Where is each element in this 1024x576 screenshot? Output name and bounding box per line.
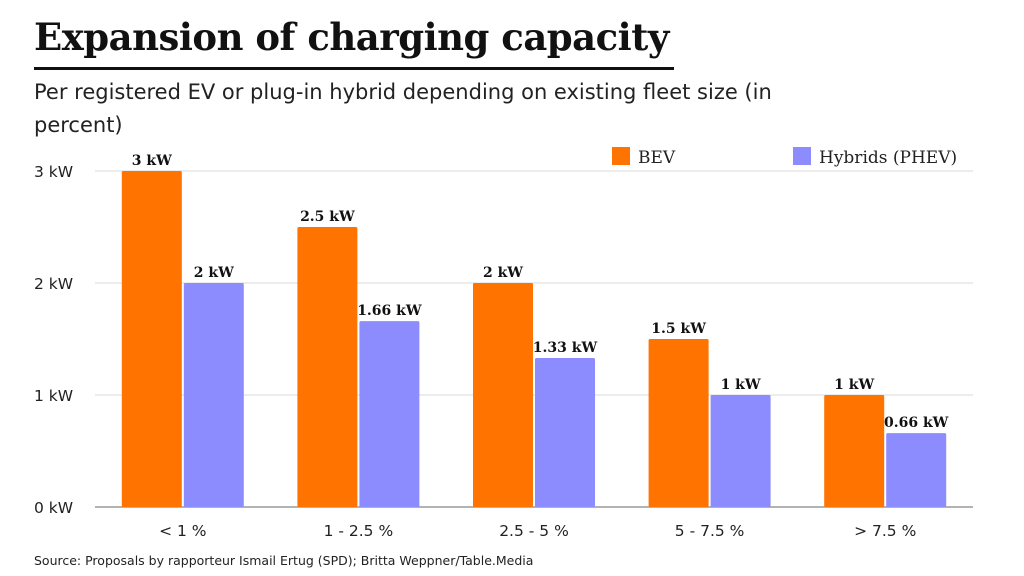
x-tick-label: 1 - 2.5 % (324, 522, 394, 540)
bar-phev (886, 433, 947, 507)
chart-title: Expansion of charging capacity (34, 15, 669, 59)
legend-swatch-bev (612, 147, 630, 165)
bar-label-bev: 2 kW (483, 265, 523, 281)
bar-label-bev: 3 kW (132, 153, 172, 169)
bar-phev (710, 395, 771, 507)
bar-label-bev: 2.5 kW (300, 209, 355, 225)
title-underline (34, 67, 674, 70)
source-note: Source: Proposals by rapporteur Ismail E… (34, 553, 534, 568)
bar-label-phev: 2 kW (194, 265, 234, 281)
bar-bev (824, 395, 885, 507)
x-tick-label: 5 - 7.5 % (675, 522, 745, 540)
bar-phev (535, 358, 595, 507)
bar-label-phev: 1 kW (721, 377, 761, 393)
bar-label-bev: 1.5 kW (651, 321, 706, 337)
chart-subtitle: Per registered EV or plug-in hybrid depe… (34, 80, 772, 137)
y-tick-label: 1 kW (34, 387, 73, 405)
bar-bev (473, 283, 533, 507)
y-tick-label: 3 kW (34, 163, 73, 181)
bar-label-bev: 1 kW (834, 377, 874, 393)
bar-label-phev: 0.66 kW (884, 415, 949, 431)
legend-label-phev: Hybrids (PHEV) (819, 148, 957, 168)
bar-label-phev: 1.33 kW (533, 340, 598, 356)
bar-bev (648, 339, 709, 507)
bar-bev (297, 227, 358, 507)
legend-label-bev: BEV (638, 148, 676, 168)
x-tick-label: < 1 % (159, 522, 206, 540)
y-tick-label: 0 kW (34, 499, 73, 517)
bar-label-phev: 1.66 kW (357, 303, 422, 319)
legend-swatch-phev (793, 147, 811, 165)
y-tick-label: 2 kW (34, 275, 73, 293)
bar-phev (183, 283, 244, 507)
bar-bev (121, 171, 182, 507)
x-tick-label: 2.5 - 5 % (499, 522, 569, 540)
bar-phev (359, 321, 420, 507)
x-tick-label: > 7.5 % (854, 522, 916, 540)
